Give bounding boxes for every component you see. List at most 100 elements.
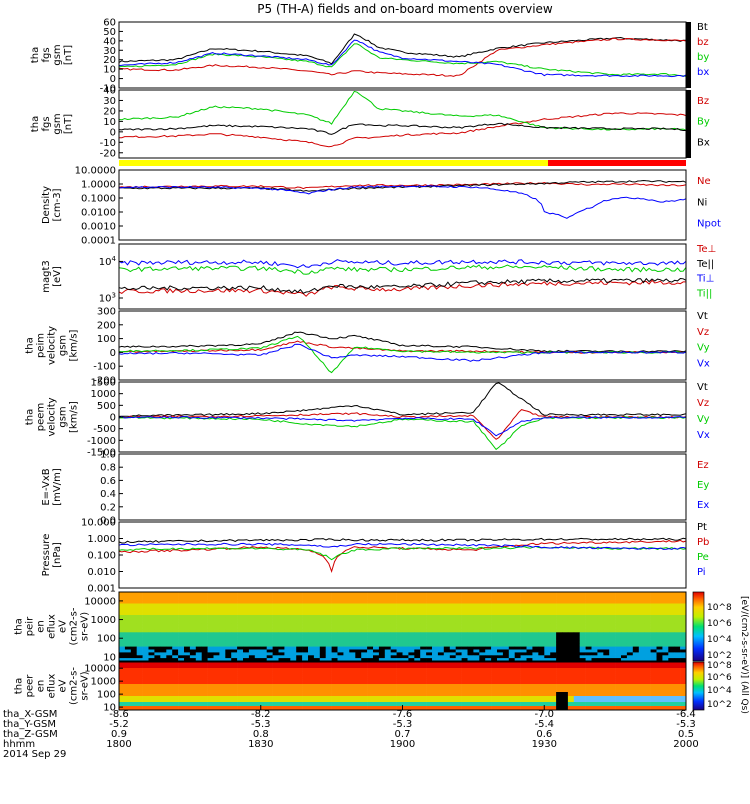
spectrogram-cell [201,702,208,705]
y-tick-label: 0.0001 [81,236,116,247]
spectrogram-cell [455,658,462,662]
spectrogram-cell [207,676,214,679]
spectrogram-cell [526,700,533,703]
spectrogram-cell [562,698,569,701]
spectrogram-cell [473,666,480,669]
spectrogram-cell [402,698,409,701]
spectrogram-cell [573,652,580,656]
spectrogram-cell [313,603,321,607]
panel-ylabel: magt3[eV] [41,260,63,293]
spectrogram-cell [591,690,598,693]
spectrogram-cell [213,592,220,596]
spectrogram-cell [650,615,657,619]
spectrogram-cell [355,603,362,607]
spectrogram-cell [384,603,391,607]
spectrogram-cell [201,692,208,695]
spectrogram-cell [337,643,344,647]
spectrogram-cell [290,652,297,656]
spectrogram-cell [544,688,551,691]
spectrogram-cell [562,690,569,693]
spectrogram-cell [337,668,344,671]
spectrogram-cell [331,706,338,709]
spectrogram-cell [213,678,220,681]
spectrogram-cell [166,708,173,711]
ylabel-line: [nPa] [52,542,63,568]
spectrogram-cell [237,615,244,619]
spectrogram-cell [621,643,628,647]
spectrogram-cell [219,686,226,689]
spectrogram-cell [160,708,167,711]
spectrogram-cell [396,694,403,697]
spectrogram-cell [248,676,256,679]
spectrogram-cell [219,632,226,636]
spectrogram-cell [254,640,261,645]
ylabel-line: peir [25,616,36,636]
spectrogram-cell [189,668,197,671]
spectrogram-cell [632,706,639,709]
spectrogram-cell [284,678,291,681]
spectrogram-cell [573,692,580,695]
spectrogram-cell [556,623,563,627]
spectrogram-cell [178,626,185,630]
spectrogram-cell [260,676,267,679]
spectrogram-cell [396,708,403,711]
spectrogram-cell [609,700,616,703]
spectrogram-cell [526,706,533,709]
series-line-Vy [118,335,687,374]
spectrogram-cell [201,708,208,711]
spectrogram-cell [674,615,681,619]
spectrogram-cell [520,652,527,656]
spectrogram-cell [585,612,592,616]
spectrogram-cell [597,643,604,647]
spectrogram-cell [189,698,197,701]
spectrogram-cell [136,649,143,653]
spectrogram-cell [266,704,273,707]
spectrogram-cell [461,623,468,627]
spectrogram-cell [142,666,149,669]
spectrogram-cell [449,617,456,622]
spectrogram-cell [414,594,421,599]
spectrogram-cell [172,688,179,691]
spectrogram-cell [473,698,480,701]
spectrogram-cell [467,672,474,675]
spectrogram-cell [567,700,575,703]
spectrogram-cell [248,680,256,683]
spectrogram-cell [420,612,427,616]
spectrogram-cell [373,623,380,627]
ylabel-line: gsm [58,335,69,356]
spectrogram-cell [485,676,492,679]
spectrogram-cell [579,692,586,695]
spectrogram-cell [296,668,303,671]
spectrogram-cell [473,646,480,650]
legend-label-Vy: Vy [697,414,710,425]
spectrogram-cell [172,690,179,693]
spectrogram-cell [626,606,634,610]
spectrogram-cell [467,694,474,697]
spectrogram-cell [184,597,191,601]
spectrogram-cell [331,702,338,705]
spectrogram-cell [420,609,427,613]
spectrogram-cell [213,698,220,701]
spectrogram-cell [567,632,575,636]
spectrogram-cell [550,629,557,633]
spectrogram-cell [166,706,173,709]
spectrogram-cell [119,684,126,687]
spectrogram-cell [414,643,421,647]
spectrogram-cell [278,688,285,691]
spectrogram-cell [195,635,202,639]
spectrogram-cell [621,706,628,709]
spectrogram-cell [166,678,173,681]
spectrogram-cell [437,708,445,711]
spectrogram-cell [479,600,486,604]
spectrogram-cell [632,668,639,671]
spectrogram-cell [402,629,409,633]
spectrogram-cell [254,706,261,709]
spectrogram-cell [284,603,291,607]
spectrogram-cell [497,635,504,639]
spectrogram-cell [148,643,155,647]
spectrogram-cell [526,698,533,701]
ylabel-line: velocity [47,397,58,436]
spectrogram-cell [674,592,681,596]
spectrogram-cell [302,672,309,675]
spectrogram-cell [585,629,592,633]
